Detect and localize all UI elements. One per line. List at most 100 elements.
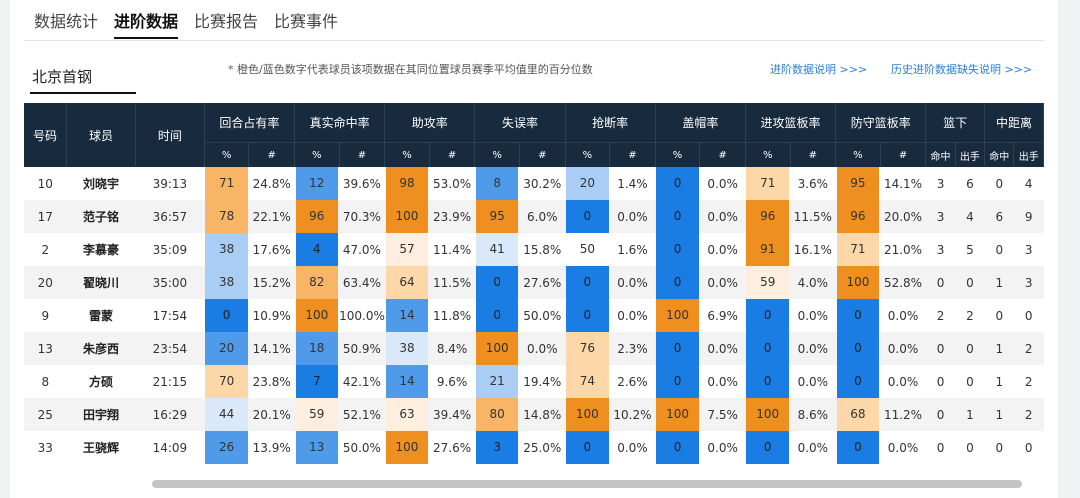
mid-attempt: 2 xyxy=(1013,332,1044,365)
percentile-value: 0 xyxy=(746,365,790,398)
mid-made: 0 xyxy=(984,299,1014,332)
col-header-stl: 抢断率 xyxy=(565,103,656,143)
basket-attempt: 0 xyxy=(955,365,985,398)
basket-made: 0 xyxy=(925,266,956,299)
stat-value: 24.8% xyxy=(248,167,295,200)
percentile-cell: 20 xyxy=(204,332,249,365)
percentile-cell: 95 xyxy=(835,167,881,200)
percentile-cell: 91 xyxy=(745,233,791,266)
stat-value: 21.0% xyxy=(880,233,926,266)
percentile-cell: 12 xyxy=(294,167,340,200)
subheader-pct: % xyxy=(204,142,250,167)
percentile-value: 14 xyxy=(385,299,429,332)
stat-value: 9.6% xyxy=(429,365,475,398)
percentile-value: 0 xyxy=(656,200,699,233)
advanced-data-explain-link[interactable]: 进阶数据说明 >>> xyxy=(770,63,868,76)
subheader-value: # xyxy=(429,142,476,167)
stat-value: 20.0% xyxy=(880,200,926,233)
percentile-cell: 96 xyxy=(745,200,791,233)
percentile-value: 68 xyxy=(836,398,880,431)
minutes: 23:54 xyxy=(135,332,205,365)
stat-value: 0.0% xyxy=(519,332,566,365)
col-header-blk: 盖帽率 xyxy=(655,103,746,143)
history-missing-link[interactable]: 历史进阶数据缺失说明 >>> xyxy=(891,63,1033,76)
percentile-value: 0 xyxy=(836,365,880,398)
subheader-pct: % xyxy=(294,142,340,167)
percentile-cell: 95 xyxy=(474,200,520,233)
percentile-value: 41 xyxy=(475,233,519,266)
percentile-cell: 64 xyxy=(384,266,430,299)
percentile-value: 3 xyxy=(475,431,519,464)
stat-value: 16.1% xyxy=(790,233,836,266)
percentile-value: 0 xyxy=(656,167,699,200)
stat-value: 11.2% xyxy=(880,398,926,431)
stat-value: 53.0% xyxy=(429,167,475,200)
stat-value: 2.6% xyxy=(609,365,656,398)
tab-stats[interactable]: 数据统计 xyxy=(34,12,99,31)
basket-made: 0 xyxy=(925,398,956,431)
table-row: 25 田宇翔 16:29 44 20.1% 59 52.1% 63 39.4% 80 14.8% 10… xyxy=(24,398,1044,431)
mid-attempt: 2 xyxy=(1013,398,1044,431)
percentile-value: 82 xyxy=(295,266,339,299)
percentile-value: 100 xyxy=(385,200,429,233)
stat-value: 0.0% xyxy=(609,299,656,332)
percentile-cell: 21 xyxy=(474,365,520,398)
stat-value: 50.0% xyxy=(519,299,566,332)
percentile-value: 100 xyxy=(566,398,609,431)
stat-value: 0.0% xyxy=(790,365,836,398)
player-number: 25 xyxy=(24,398,67,431)
player-name: 翟晓川 xyxy=(66,266,136,299)
stat-value: 1.6% xyxy=(609,233,656,266)
percentile-cell: 38 xyxy=(204,233,249,266)
percentile-cell: 0 xyxy=(474,266,520,299)
horizontal-scrollbar[interactable] xyxy=(152,480,1022,488)
mid-made: 1 xyxy=(984,398,1014,431)
percentile-cell: 100 xyxy=(835,266,881,299)
stat-value: 30.2% xyxy=(519,167,566,200)
percentile-value: 96 xyxy=(746,200,790,233)
percentile-cell: 96 xyxy=(835,200,881,233)
percentile-cell: 76 xyxy=(565,332,610,365)
tab-report[interactable]: 比赛报告 xyxy=(194,12,259,31)
percentile-value: 13 xyxy=(295,431,339,464)
percentile-cell: 0 xyxy=(655,332,700,365)
basket-attempt: 6 xyxy=(955,167,985,200)
minutes: 36:57 xyxy=(135,200,205,233)
percentile-cell: 59 xyxy=(294,398,340,431)
minutes: 35:09 xyxy=(135,233,205,266)
percentile-value: 20 xyxy=(205,332,248,365)
stat-value: 27.6% xyxy=(429,431,475,464)
percentile-value: 59 xyxy=(295,398,339,431)
stat-value: 8.4% xyxy=(429,332,475,365)
tab-events[interactable]: 比赛事件 xyxy=(274,12,339,31)
stat-value: 1.4% xyxy=(609,167,656,200)
percentile-value: 0 xyxy=(566,200,609,233)
player-number: 9 xyxy=(24,299,67,332)
minutes: 35:00 xyxy=(135,266,205,299)
percentile-value: 18 xyxy=(295,332,339,365)
table-row: 20 翟晓川 35:00 38 15.2% 82 63.4% 64 11.5% 0 27.6% 0 0.… xyxy=(24,266,1044,299)
percentile-cell: 14 xyxy=(384,365,430,398)
minutes: 39:13 xyxy=(135,167,205,200)
percentile-value: 100 xyxy=(385,431,429,464)
subheader-pct: % xyxy=(565,142,611,167)
tab-advanced[interactable]: 进阶数据 xyxy=(114,8,179,39)
col-header-no: 号码 xyxy=(24,103,68,167)
percentile-cell: 0 xyxy=(655,431,700,464)
subheader-made: 命中 xyxy=(925,142,956,167)
percentile-value: 50 xyxy=(579,242,595,256)
col-header-tov: 失误率 xyxy=(474,103,566,143)
table-row: 9 雷蒙 17:54 0 10.9% 100 100.0% 14 11.8% 0 50.0% 0 0.0… xyxy=(24,299,1044,332)
percentile-value: 100 xyxy=(746,398,790,431)
basket-made: 3 xyxy=(925,233,956,266)
percentile-value: 0 xyxy=(566,266,609,299)
percentile-cell: 100 xyxy=(294,299,340,332)
percentile-cell: 68 xyxy=(835,398,881,431)
percentile-cell: 0 xyxy=(565,431,610,464)
percentile-value: 38 xyxy=(205,266,248,299)
percentile-cell: 100 xyxy=(655,299,700,332)
table-row: 2 李慕豪 35:09 38 17.6% 4 47.0% 57 11.4% 41 15.8% 50 1.… xyxy=(24,233,1044,266)
percentile-cell: 0 xyxy=(745,431,791,464)
percentile-value: 0 xyxy=(656,266,699,299)
percentile-cell: 0 xyxy=(835,431,881,464)
